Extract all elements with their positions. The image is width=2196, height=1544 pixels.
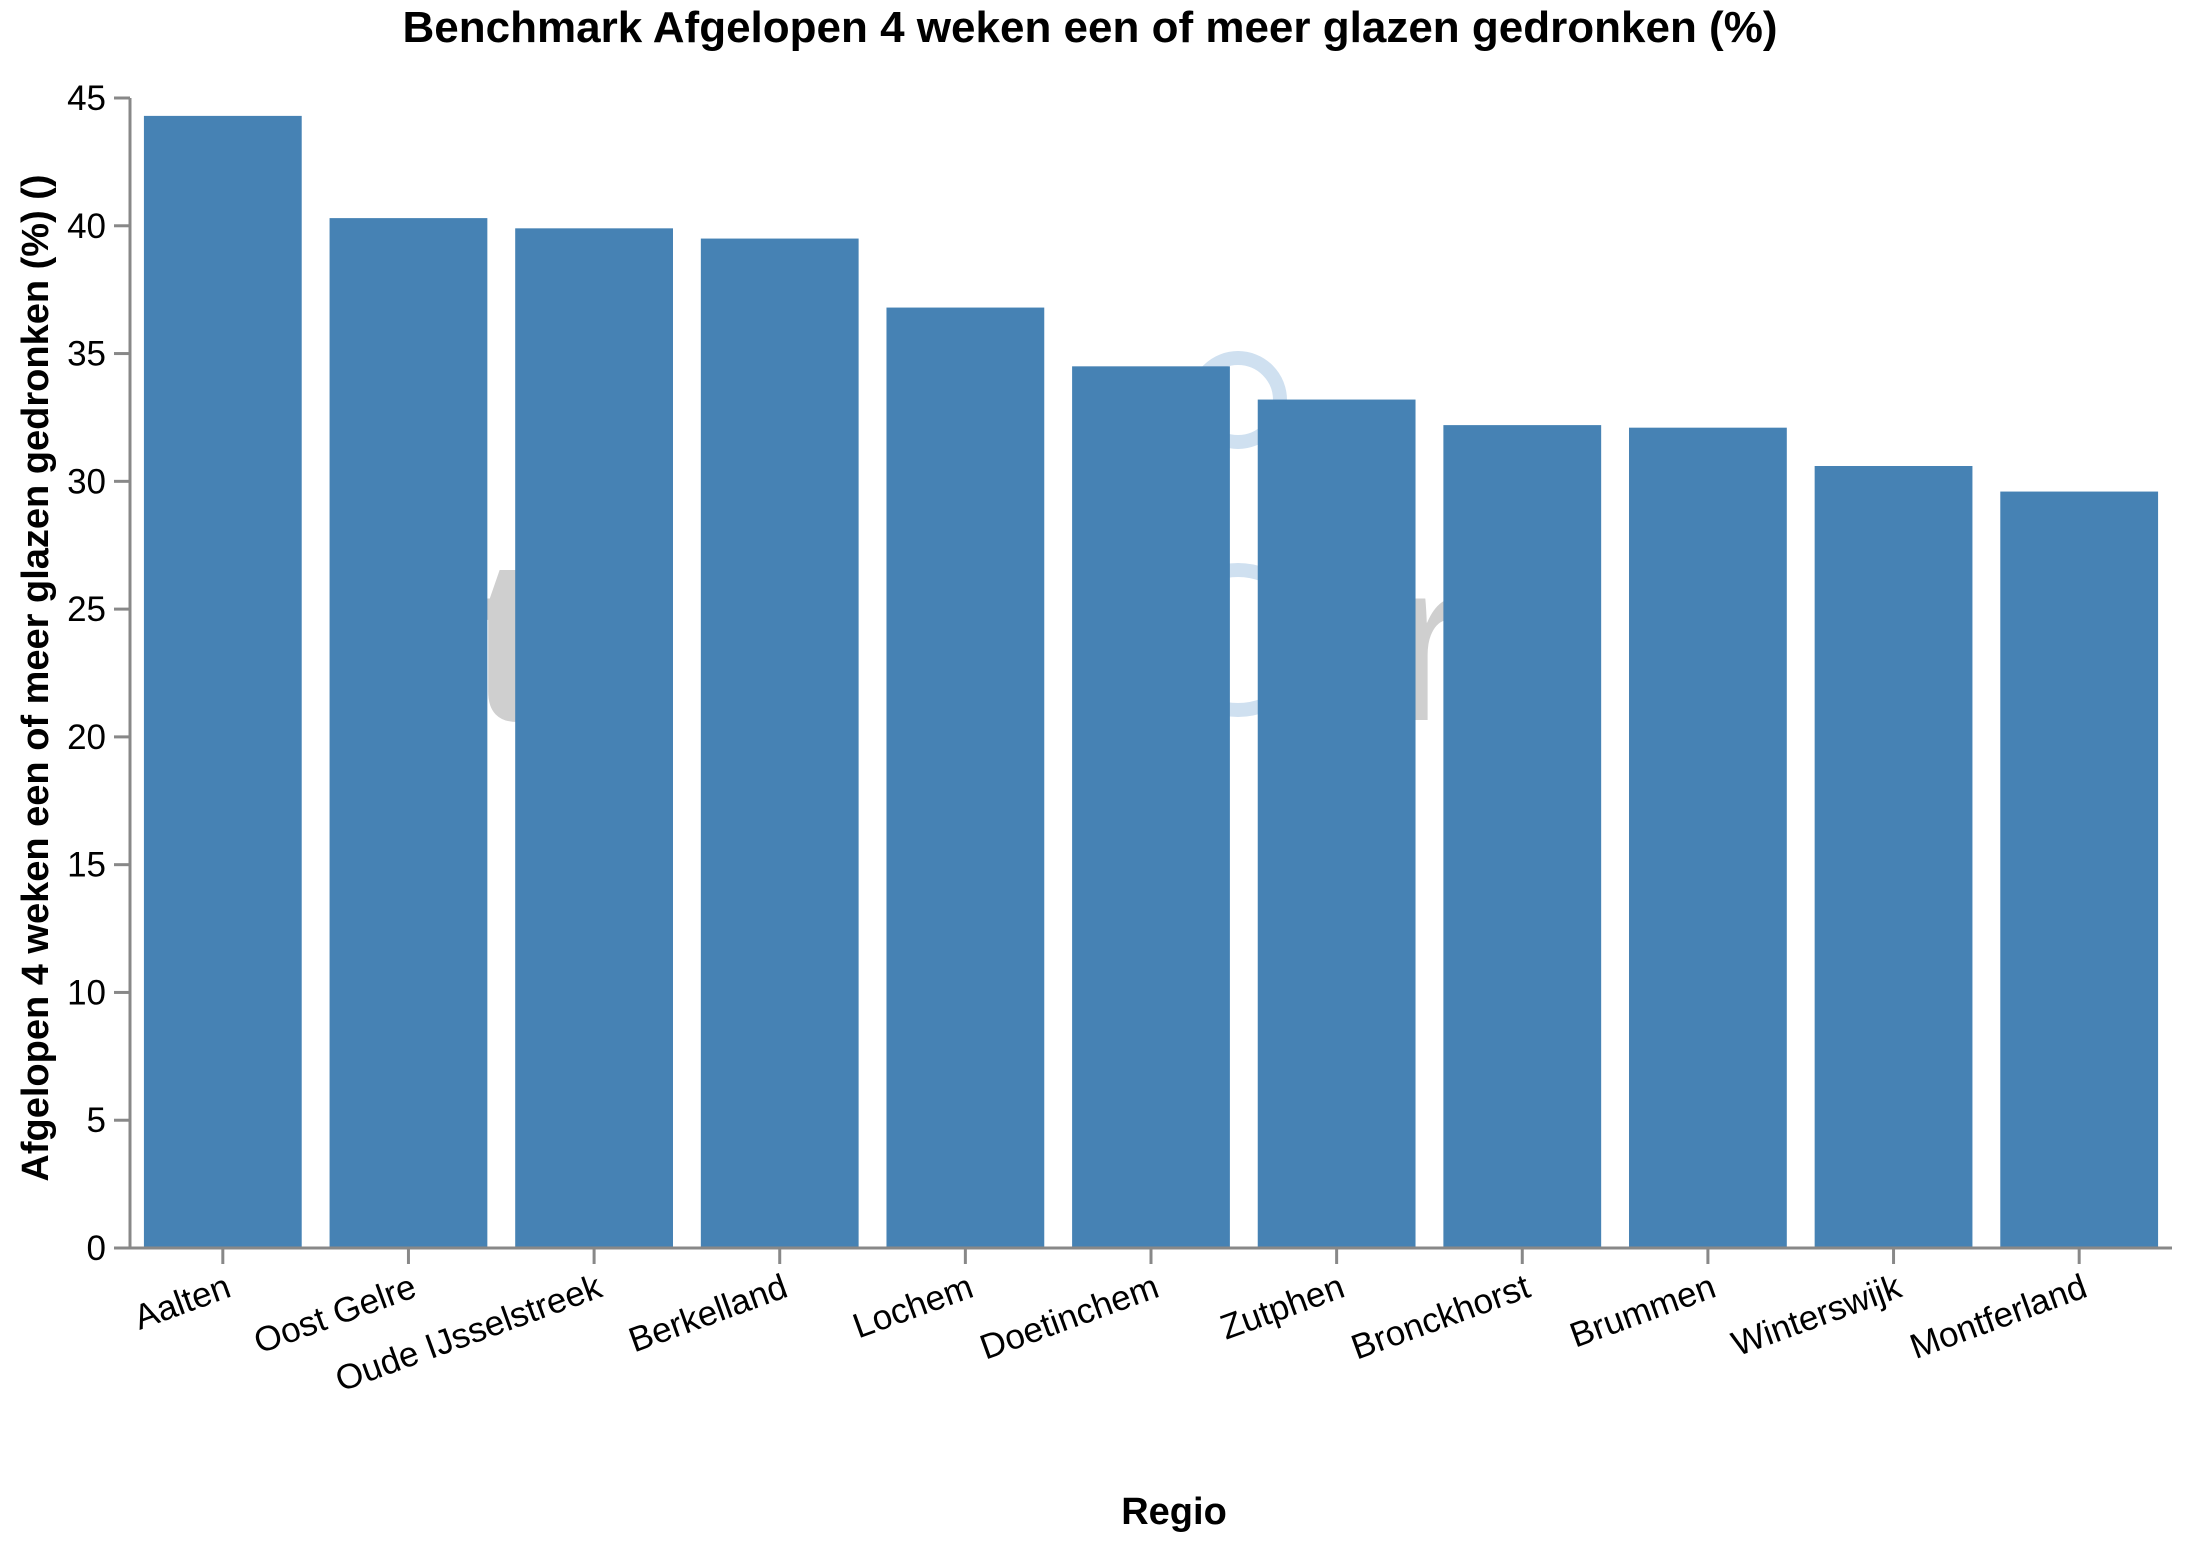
y-tick-label: 15 <box>67 846 106 885</box>
y-tick-label: 20 <box>67 718 106 757</box>
bars-group <box>143 115 2159 1249</box>
bar-brummen <box>1629 427 1787 1248</box>
y-tick-label: 35 <box>67 335 106 374</box>
bar-lochem <box>886 307 1045 1248</box>
x-tick-label: Doetinchem <box>975 1267 1164 1368</box>
x-axis-title: Regio <box>1121 1491 1227 1533</box>
y-tick-label: 30 <box>67 462 106 501</box>
chart-title: Benchmark Afgelopen 4 weken een of meer … <box>403 3 1778 52</box>
bar-aalten <box>143 115 302 1248</box>
x-tick-label: Brummen <box>1565 1267 1721 1356</box>
x-tick-label: Bronckhorst <box>1346 1267 1535 1368</box>
x-tick-label: Montferland <box>1905 1267 2092 1367</box>
y-tick-label: 25 <box>67 590 106 629</box>
y-tick-label: 40 <box>67 207 106 246</box>
y-tick-label: 10 <box>67 973 106 1012</box>
x-tick-label: Berkelland <box>624 1267 793 1360</box>
y-tick-label: 5 <box>87 1101 106 1140</box>
x-tick-label: Lochem <box>848 1267 978 1346</box>
bar-bronckhorst <box>1443 425 1602 1248</box>
bar-zutphen <box>1257 399 1416 1248</box>
bar-montferland <box>2000 491 2159 1248</box>
bar-berkelland <box>700 238 859 1248</box>
bar-winterswijk <box>1814 466 1973 1248</box>
bar-oude-ijsselstreek <box>515 228 673 1248</box>
bar-doetinchem <box>1072 366 1230 1249</box>
x-tick-label: Aalten <box>129 1267 236 1338</box>
x-tick-label: Zutphen <box>1215 1267 1349 1348</box>
y-tick-label: 0 <box>87 1229 106 1268</box>
y-axis-ticks: 0 5 10 15 20 25 30 35 40 45 <box>67 79 130 1268</box>
x-tick-label: Winterswijk <box>1727 1267 1907 1364</box>
y-tick-label: 45 <box>67 79 106 118</box>
bar-oost-gelre <box>329 218 488 1249</box>
y-axis-title: Afgelopen 4 weken een of meer glazen ged… <box>15 174 57 1181</box>
